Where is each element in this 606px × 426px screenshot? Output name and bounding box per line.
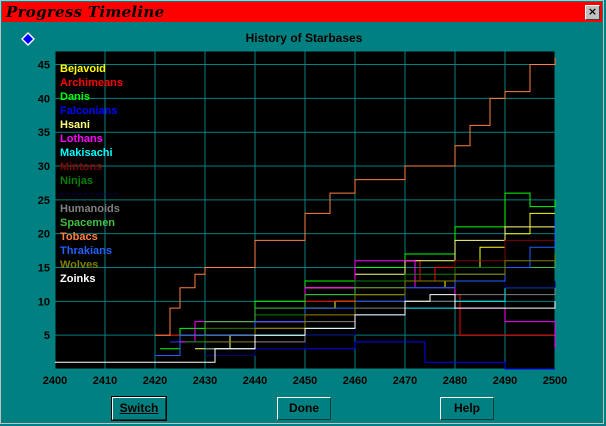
legend: Bejavoid Archimeans Danis Falconians Hsani Lo… bbox=[60, 63, 123, 285]
x-tick-label: 2420 bbox=[143, 375, 167, 387]
x-tick-label: 2440 bbox=[243, 375, 267, 387]
legend-entry: Zoinks bbox=[60, 273, 95, 285]
series-line-wolves bbox=[205, 254, 556, 343]
switch-button[interactable]: Switch bbox=[111, 396, 167, 421]
series-line-zoinks bbox=[55, 294, 556, 363]
legend-entry: Humanoids bbox=[60, 203, 120, 215]
legend-entry: Tobacs bbox=[60, 231, 98, 243]
x-tick-label: 2400 bbox=[43, 375, 67, 387]
x-tick-label: 2500 bbox=[543, 375, 567, 387]
legend-entry: Wolves bbox=[60, 259, 98, 271]
diamond-menu-icon[interactable] bbox=[21, 32, 35, 46]
legend-entry: Hsani bbox=[60, 119, 90, 131]
x-tick-label: 2460 bbox=[343, 375, 367, 387]
legend-entry: Lothans bbox=[60, 133, 103, 145]
legend-entry: Makisachi bbox=[60, 147, 113, 159]
starbase-history-chart: Bejavoid Archimeans Danis Falconians Hsani Lo… bbox=[38, 50, 567, 387]
x-tick-label: 2490 bbox=[493, 375, 517, 387]
legend-entry: Archimeans bbox=[60, 77, 123, 89]
y-tick-label: 15 bbox=[38, 263, 50, 275]
x-tick-label: 2430 bbox=[193, 375, 217, 387]
y-tick-label: 45 bbox=[38, 60, 50, 72]
done-button[interactable]: Done bbox=[277, 397, 331, 420]
y-tick-label: 10 bbox=[38, 296, 50, 308]
close-button[interactable]: × bbox=[585, 5, 600, 20]
legend-entry: Danis bbox=[60, 91, 90, 103]
x-tick-label: 2410 bbox=[93, 375, 117, 387]
window-title: Progress Timeline bbox=[6, 3, 165, 21]
chart-title: History of Starbases bbox=[245, 31, 363, 45]
series-line-tobacs bbox=[155, 57, 556, 336]
y-tick-label: 20 bbox=[38, 229, 50, 241]
legend-entry: Thrakians bbox=[60, 245, 112, 257]
legend-entry: Falconians bbox=[60, 105, 117, 117]
legend-entry: Mintons bbox=[60, 161, 102, 173]
switch-button-label: Switch bbox=[119, 401, 159, 415]
x-axis-ticks: 2400 2410 2420 2430 2440 2450 2460 2470 2480 2490… bbox=[43, 375, 567, 387]
y-tick-label: 35 bbox=[38, 127, 50, 139]
x-tick-label: 2470 bbox=[393, 375, 417, 387]
y-tick-label: 25 bbox=[38, 195, 50, 207]
legend-entry: Spacemen bbox=[60, 217, 115, 229]
y-tick-label: 40 bbox=[38, 93, 50, 105]
legend-entry: Bejavoid bbox=[60, 63, 106, 75]
help-button[interactable]: Help bbox=[440, 397, 494, 420]
y-axis-ticks: 5 10 15 20 25 30 35 40 45 bbox=[38, 60, 50, 343]
title-bar[interactable]: Progress Timeline × bbox=[2, 2, 602, 22]
x-tick-label: 2480 bbox=[443, 375, 467, 387]
series-line-humanoids bbox=[205, 287, 556, 350]
y-tick-label: 5 bbox=[44, 330, 50, 342]
series-lines bbox=[55, 57, 556, 370]
legend-entry: Ninjas bbox=[60, 175, 93, 187]
x-tick-label: 2450 bbox=[293, 375, 317, 387]
y-tick-label: 30 bbox=[38, 161, 50, 173]
